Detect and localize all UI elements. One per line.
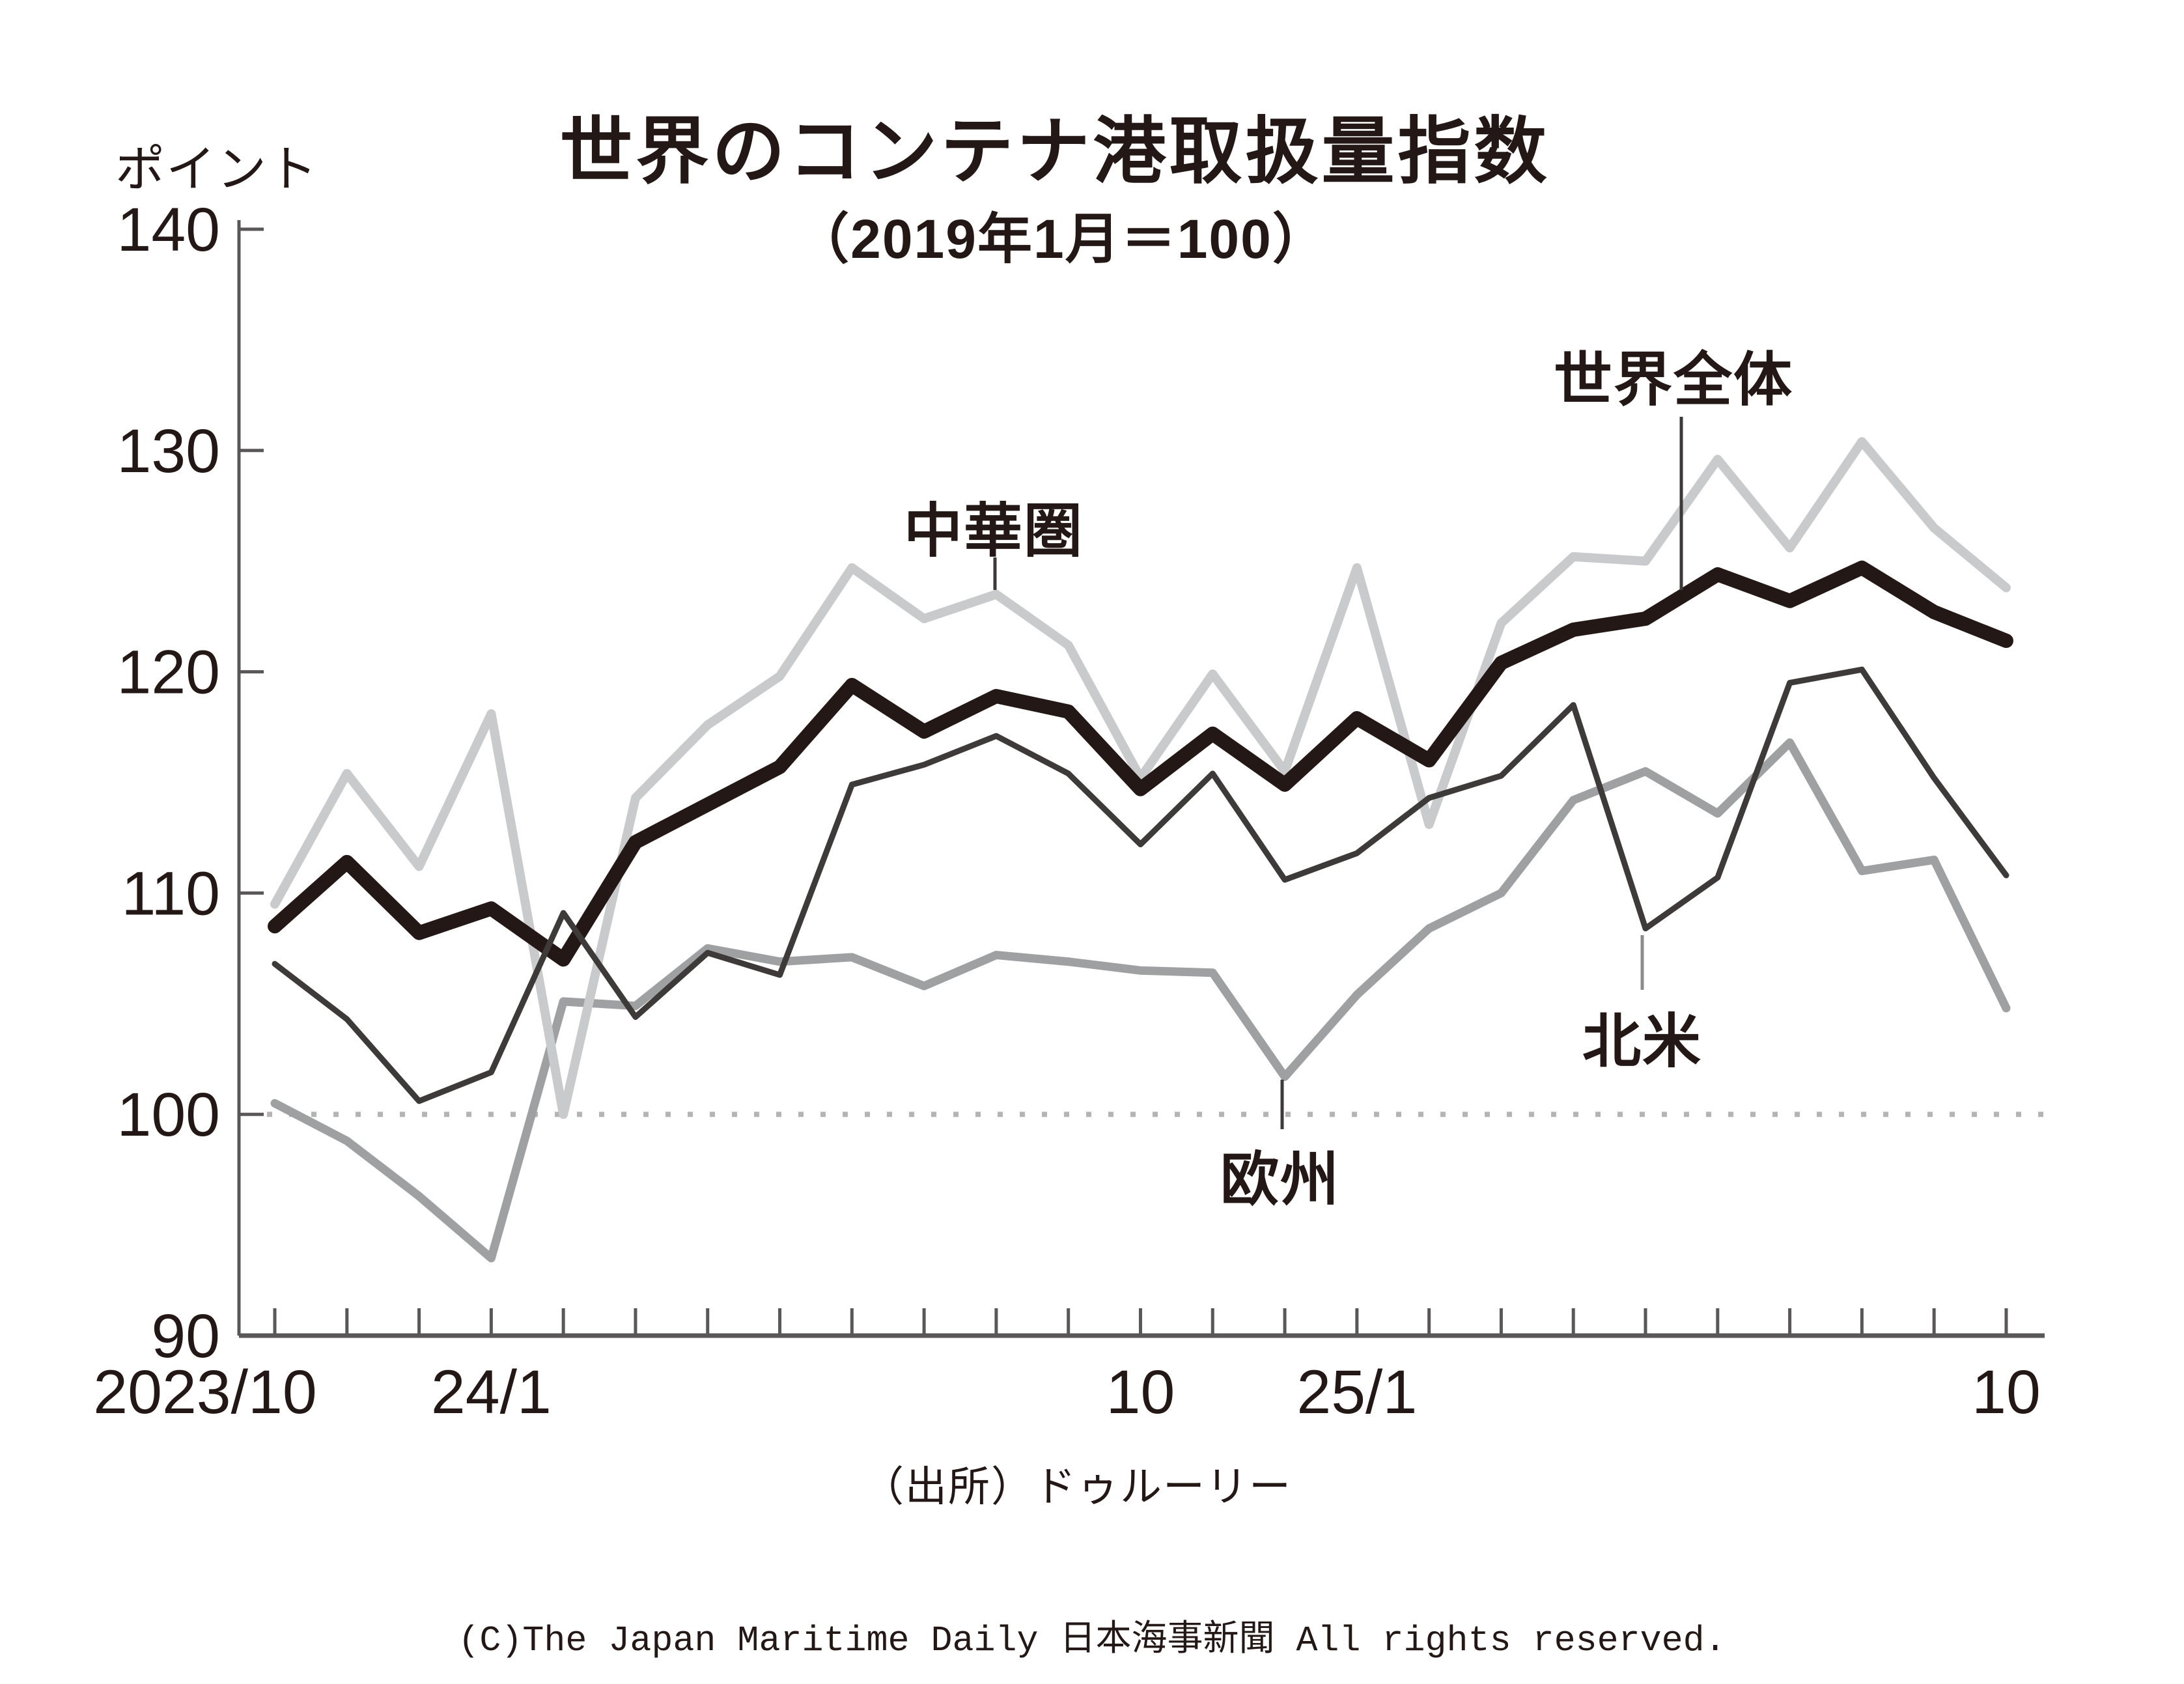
svg-text:130: 130 (117, 417, 220, 486)
svg-text:110: 110 (122, 859, 220, 928)
svg-text:25/1: 25/1 (1296, 1358, 1417, 1427)
svg-text:10: 10 (1972, 1358, 2041, 1427)
svg-text:24/1: 24/1 (431, 1358, 552, 1427)
svg-text:120: 120 (117, 638, 220, 707)
copyright-line: (C)The Japan Maritime Daily 日本海事新聞 All r… (458, 1620, 1726, 1661)
source-note: （出所）ドゥルーリー (862, 1463, 1292, 1510)
chart-title: 世界のコンテナ港取扱量指数 (559, 111, 1550, 192)
chart-subtitle: （2019年1月＝100） (794, 208, 1328, 270)
svg-text:140: 140 (117, 195, 220, 264)
series-label-greater-china: 中華圏 (904, 499, 1084, 564)
svg-text:10: 10 (1106, 1358, 1175, 1427)
svg-text:90: 90 (151, 1302, 220, 1371)
svg-text:100: 100 (117, 1080, 220, 1149)
y-axis-unit-label: ポイント (115, 142, 318, 197)
series-label-world: 世界全体 (1554, 348, 1793, 413)
svg-text:2023/10: 2023/10 (93, 1358, 316, 1427)
series-label-europe: 欧州 (1220, 1147, 1340, 1213)
series-label-north-america: 北米 (1582, 1009, 1702, 1074)
